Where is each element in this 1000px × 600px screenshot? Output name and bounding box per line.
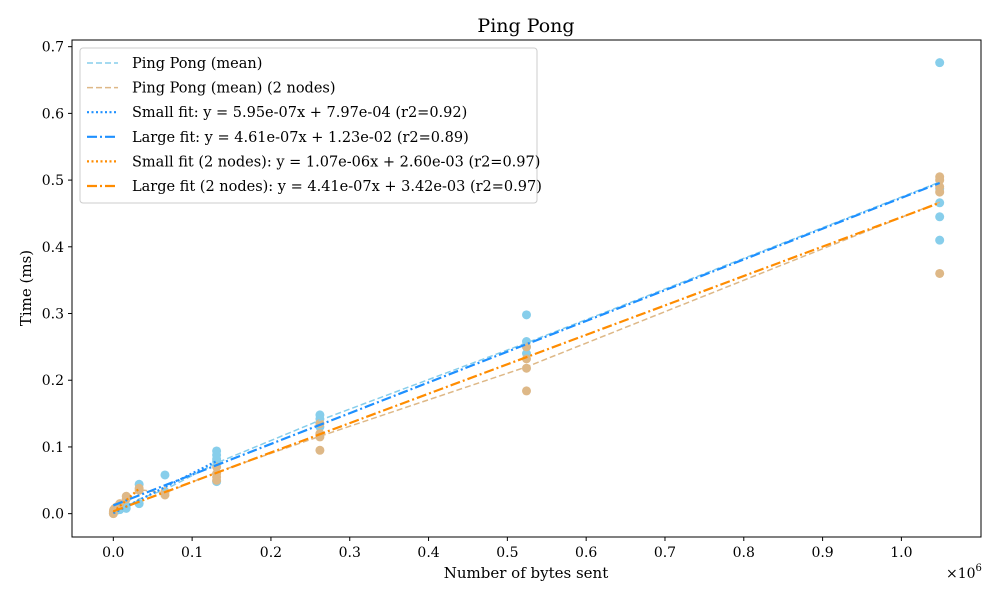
scatter-point bbox=[160, 470, 170, 480]
x-axis-multiplier-exponent: 6 bbox=[976, 563, 982, 574]
scatter-point bbox=[134, 483, 144, 493]
scatter-point bbox=[134, 499, 144, 509]
legend-entry-mean: Ping Pong (mean) bbox=[87, 56, 262, 72]
y-tick-label: 0.5 bbox=[42, 173, 64, 189]
legend-entry-small_fit_2nodes: Small fit (2 nodes): y = 1.07e-06x + 2.6… bbox=[87, 154, 540, 170]
scatter-point bbox=[522, 310, 531, 320]
legend-entry-small_fit: Small fit: y = 5.95e-07x + 7.97e-04 (r2=… bbox=[87, 105, 467, 121]
scatter-point bbox=[935, 58, 945, 68]
legend: Ping Pong (mean) Ping Pong (mean) (2 node… bbox=[79, 47, 542, 204]
plot-area bbox=[108, 58, 945, 519]
x-axis: 0.0 0.1 0.2 0.3 0.4 0.5 0.6 0.7 0.8 0.9 1.0 bbox=[102, 537, 913, 561]
legend-entry-mean_2nodes: Ping Pong (mean) (2 nodes) bbox=[87, 81, 336, 97]
scatter-point bbox=[935, 235, 945, 245]
legend-label: Small fit (2 nodes): y = 1.07e-06x + 2.6… bbox=[132, 154, 540, 170]
scatter-point bbox=[935, 175, 945, 185]
scatter-point bbox=[522, 386, 531, 396]
x-tick-label: 0.9 bbox=[811, 545, 833, 561]
x-tick-label: 0.4 bbox=[417, 545, 439, 561]
y-tick-label: 0.0 bbox=[42, 507, 64, 523]
y-tick-label: 0.1 bbox=[42, 440, 64, 456]
x-tick-label: 0.2 bbox=[260, 545, 282, 561]
scatter-point bbox=[935, 187, 945, 197]
y-tick-label: 0.3 bbox=[42, 307, 64, 323]
line-large_fit bbox=[112, 181, 941, 507]
scatter-point bbox=[935, 212, 945, 222]
x-tick-label: 0.3 bbox=[339, 545, 361, 561]
x-tick-label: 0.6 bbox=[575, 545, 597, 561]
x-tick-label: 0.7 bbox=[654, 545, 676, 561]
legend-label: Ping Pong (mean) bbox=[132, 56, 262, 72]
y-axis-label: Time (ms) bbox=[17, 250, 35, 326]
y-tick-label: 0.2 bbox=[42, 373, 64, 389]
x-tick-label: 0.8 bbox=[733, 545, 755, 561]
legend-entry-large_fit: Large fit: y = 4.61e-07x + 1.23e-02 (r2=… bbox=[87, 130, 469, 146]
x-tick-label: 0.5 bbox=[496, 545, 518, 561]
x-axis-multiplier-base: ×10 bbox=[946, 566, 976, 582]
x-tick-label: 0.0 bbox=[102, 545, 124, 561]
x-tick-label: 1.0 bbox=[890, 545, 912, 561]
scatter-series-samples_2nodes bbox=[108, 172, 945, 519]
legend-label: Large fit: y = 4.61e-07x + 1.23e-02 (r2=… bbox=[132, 130, 469, 146]
legend-label: Ping Pong (mean) (2 nodes) bbox=[132, 81, 336, 97]
scatter-point bbox=[935, 268, 945, 278]
y-tick-label: 0.4 bbox=[42, 240, 64, 256]
scatter-point bbox=[315, 445, 325, 455]
x-tick-label: 0.1 bbox=[181, 545, 203, 561]
legend-box bbox=[79, 47, 538, 204]
y-tick-label: 0.6 bbox=[42, 106, 64, 122]
legend-entries: Ping Pong (mean) Ping Pong (mean) (2 node… bbox=[87, 56, 542, 195]
plot-frame bbox=[71, 39, 982, 538]
scatter-point bbox=[212, 475, 222, 485]
chart-title: Ping Pong bbox=[477, 15, 574, 37]
legend-label: Small fit: y = 5.95e-07x + 7.97e-04 (r2=… bbox=[132, 105, 467, 121]
line-small_fit_2nodes bbox=[112, 487, 140, 513]
y-tick-label: 0.7 bbox=[42, 40, 64, 56]
y-axis: 0.0 0.1 0.2 0.3 0.4 0.5 0.6 0.7 bbox=[42, 40, 72, 523]
legend-label: Large fit (2 nodes): y = 4.41e-07x + 3.4… bbox=[132, 179, 542, 195]
line-large_fit_2nodes bbox=[112, 201, 941, 513]
legend-entry-large_fit_2nodes: Large fit (2 nodes): y = 4.41e-07x + 3.4… bbox=[87, 179, 542, 195]
x-axis-label: Number of bytes sent bbox=[444, 564, 609, 582]
line-mean bbox=[113, 181, 940, 514]
x-axis-multiplier: ×106 bbox=[946, 563, 982, 582]
scatter-point bbox=[522, 354, 531, 364]
